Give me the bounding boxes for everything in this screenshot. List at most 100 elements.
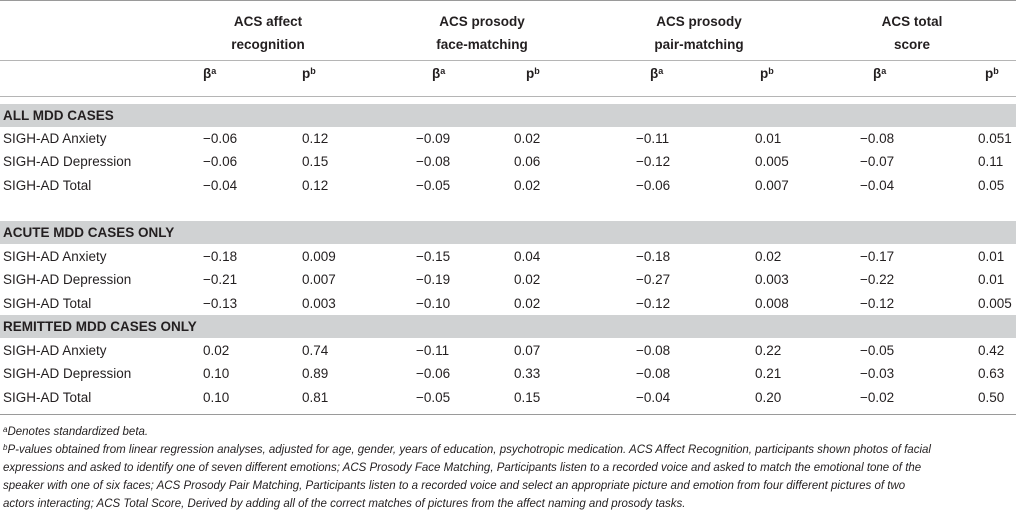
row-label: SIGH-AD Total [3, 178, 92, 193]
column-header-total-score: ACS total score [832, 10, 992, 56]
cell-p: 0.15 [514, 390, 541, 405]
cell-beta: −0.18 [203, 249, 238, 264]
cell-p: 0.20 [755, 390, 782, 405]
cell-beta: −0.15 [416, 249, 451, 264]
cell-beta: −0.04 [636, 390, 671, 405]
cell-p: 0.33 [514, 366, 541, 381]
cell-p: 0.06 [514, 154, 541, 169]
cell-beta: −0.17 [860, 249, 895, 264]
subheader-p: pb [302, 66, 316, 82]
column-header-line: ACS total [881, 14, 943, 29]
cell-p: 0.22 [755, 343, 782, 358]
footnote-mark: b [3, 443, 8, 452]
cell-beta: −0.08 [860, 131, 895, 146]
column-header-line: score [893, 37, 931, 52]
beta-symbol: β [203, 66, 212, 81]
row-label: SIGH-AD Anxiety [3, 131, 107, 146]
section-header-all-mdd: ALL MDD CASES [0, 104, 1016, 127]
footnote-line: speaker with one of six faces; ACS Proso… [3, 480, 906, 492]
column-header-line: pair-matching [654, 37, 744, 52]
cell-p: 0.50 [978, 390, 1005, 405]
subheader-beta: βa [873, 66, 886, 82]
column-header-prosody-face-matching: ACS prosody face-matching [402, 10, 562, 56]
p-footnote-mark: b [768, 66, 774, 76]
row-label: SIGH-AD Total [3, 296, 92, 311]
beta-symbol: β [873, 66, 882, 81]
cell-beta: −0.12 [860, 296, 895, 311]
cell-p: 0.009 [302, 249, 336, 264]
cell-p: 0.74 [302, 343, 329, 358]
subheader-beta: βa [203, 66, 216, 82]
cell-p: 0.01 [978, 249, 1005, 264]
cell-beta: −0.10 [416, 296, 451, 311]
cell-beta: −0.18 [636, 249, 671, 264]
cell-beta: −0.08 [636, 366, 671, 381]
cell-beta: 0.10 [203, 390, 230, 405]
subheader-divider [0, 96, 1016, 97]
subheader-p: pb [526, 66, 540, 82]
cell-beta: 0.02 [203, 343, 230, 358]
cell-p: 0.051 [978, 131, 1012, 146]
cell-beta: −0.05 [416, 390, 451, 405]
column-header-line: ACS prosody [439, 14, 525, 29]
row-label: SIGH-AD Anxiety [3, 343, 107, 358]
footnote-text: Denotes standardized beta. [7, 426, 149, 438]
cell-p: 0.02 [514, 296, 541, 311]
cell-p: 0.89 [302, 366, 329, 381]
p-footnote-mark: b [310, 66, 316, 76]
table-row: SIGH-AD Depression −0.21 0.007 −0.19 0.0… [0, 268, 1016, 291]
cell-beta: −0.06 [203, 131, 238, 146]
subheader-p: pb [985, 66, 999, 82]
footnote-line: expressions and asked to identify one of… [3, 462, 922, 474]
cell-beta: −0.07 [860, 154, 895, 169]
cell-beta: −0.27 [636, 272, 671, 287]
footnote-text: P-values obtained from linear regression… [7, 444, 931, 456]
p-symbol: p [526, 66, 535, 81]
cell-p: 0.12 [302, 131, 329, 146]
cell-beta: −0.08 [416, 154, 451, 169]
p-footnote-mark: b [534, 66, 540, 76]
cell-p: 0.81 [302, 390, 329, 405]
row-label: SIGH-AD Depression [3, 272, 132, 287]
column-header-line: ACS affect [233, 14, 303, 29]
cell-p: 0.21 [755, 366, 782, 381]
subheader-p: pb [760, 66, 774, 82]
row-label: SIGH-AD Depression [3, 366, 132, 381]
cell-p: 0.42 [978, 343, 1005, 358]
cell-beta: −0.09 [416, 131, 451, 146]
beta-symbol: β [650, 66, 659, 81]
cell-beta: −0.06 [416, 366, 451, 381]
cell-beta: −0.03 [860, 366, 895, 381]
table-row: SIGH-AD Anxiety 0.02 0.74 −0.11 0.07 −0.… [0, 339, 1016, 362]
cell-p: 0.01 [755, 131, 782, 146]
header-divider [0, 60, 1016, 61]
footnote-b: bP-values obtained from linear regressio… [0, 441, 1016, 513]
cell-p: 0.63 [978, 366, 1005, 381]
cell-beta: −0.05 [416, 178, 451, 193]
footnote-mark: a [3, 425, 8, 434]
cell-p: 0.04 [514, 249, 541, 264]
row-label: SIGH-AD Depression [3, 154, 132, 169]
p-symbol: p [760, 66, 769, 81]
footnote-a: aDenotes standardized beta. [0, 423, 1016, 441]
cell-p: 0.003 [302, 296, 336, 311]
footnote-line: actors interacting; ACS Total Score, Der… [3, 498, 686, 510]
cell-p: 0.003 [755, 272, 789, 287]
cell-beta: −0.11 [636, 131, 670, 146]
beta-footnote-mark: a [440, 66, 446, 76]
cell-beta: −0.06 [636, 178, 671, 193]
cell-p: 0.02 [514, 178, 541, 193]
column-header-line: recognition [231, 37, 305, 52]
cell-p: 0.05 [978, 178, 1005, 193]
table-row: SIGH-AD Depression −0.06 0.15 −0.08 0.06… [0, 150, 1016, 173]
cell-p: 0.007 [302, 272, 336, 287]
subheader-beta: βa [650, 66, 663, 82]
cell-beta: −0.13 [203, 296, 238, 311]
column-header-line: face-matching [436, 37, 528, 52]
column-header-prosody-pair-matching: ACS prosody pair-matching [619, 10, 779, 56]
column-header-affect-recognition: ACS affect recognition [188, 10, 348, 56]
subheader-beta: βa [432, 66, 445, 82]
cell-beta: −0.04 [203, 178, 238, 193]
cell-beta: −0.12 [636, 296, 671, 311]
